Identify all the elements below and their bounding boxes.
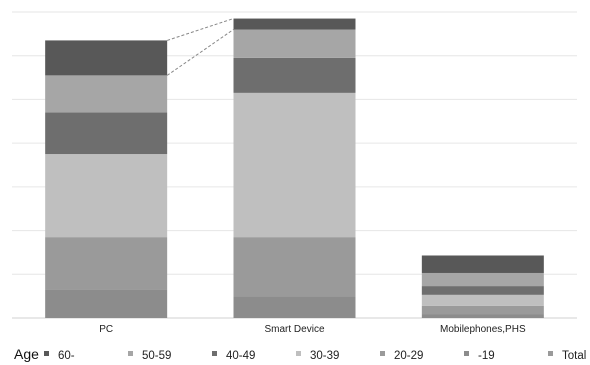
legend-swatch <box>128 351 133 356</box>
legend-label: 20-29 <box>394 350 423 362</box>
bar-smart-device-20-29 <box>233 237 356 297</box>
legend-label: 50-59 <box>142 350 171 362</box>
bar-pc-under-19 <box>45 289 168 318</box>
legend-title: Age <box>14 346 39 362</box>
legend-label: 40-49 <box>226 350 255 362</box>
connector-lines <box>166 18 234 76</box>
bars <box>45 18 544 318</box>
x-tick-label: Mobilephones,PHS <box>440 324 526 335</box>
bar-smart-device-40-49 <box>233 57 356 93</box>
legend-swatch <box>212 351 217 356</box>
bar-pc-40-49 <box>45 112 168 155</box>
bar-mobilephones-phs-40-49 <box>421 286 544 295</box>
bar-pc-50-59 <box>45 75 168 113</box>
bar-mobilephones-phs-20-29 <box>421 305 544 315</box>
legend-swatch <box>296 351 301 356</box>
legend-label: 30-39 <box>310 350 339 362</box>
legend: Age 60- 50-59 40-49 30-39 20-29 -19 Total <box>14 346 586 362</box>
bar-smart-device-60 <box>233 18 356 30</box>
legend-swatch <box>548 351 553 356</box>
bar-pc-20-29 <box>45 237 168 290</box>
bar-mobilephones-phs-30-39 <box>421 294 544 306</box>
legend-label: -19 <box>478 350 495 362</box>
legend-swatch <box>380 351 385 356</box>
bar-smart-device-50-59 <box>233 29 356 58</box>
connector-line <box>167 18 234 41</box>
connector-line <box>166 29 234 76</box>
legend-label: Total <box>562 350 586 362</box>
legend-label: 60- <box>58 350 75 362</box>
legend-swatch <box>464 351 469 356</box>
x-tick-label: Smart Device <box>264 324 324 335</box>
bar-smart-device-under-19 <box>233 296 356 318</box>
x-tick-label: PC <box>99 324 113 335</box>
bar-mobilephones-phs-60 <box>421 255 544 273</box>
bar-mobilephones-phs-50-59 <box>421 272 544 287</box>
bar-pc-30-39 <box>45 154 168 238</box>
x-axis: PC Smart Device Mobilephones,PHS <box>99 324 526 335</box>
bar-smart-device-30-39 <box>233 92 356 238</box>
bar-mobilephones-phs-under-19 <box>421 314 544 318</box>
legend-swatch <box>44 351 49 356</box>
bar-pc-60 <box>45 40 168 76</box>
